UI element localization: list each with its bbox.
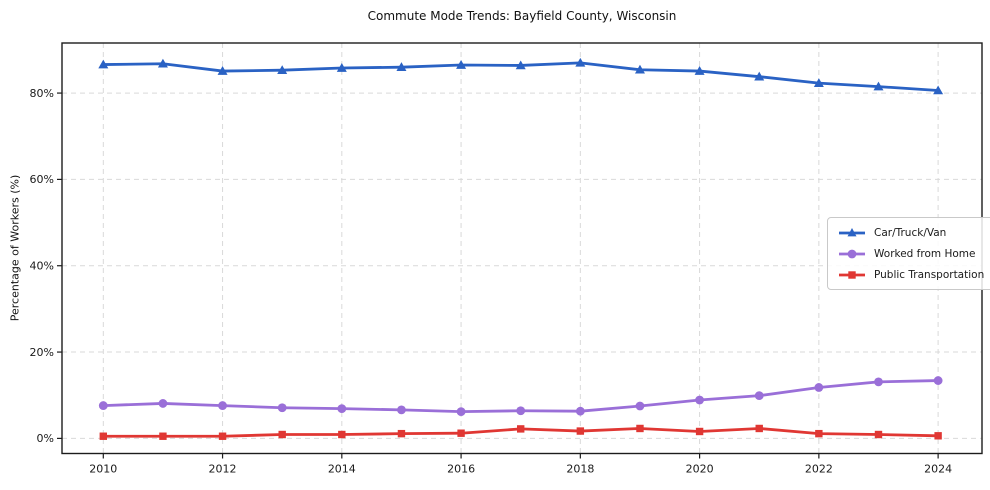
- data-point-square: [755, 424, 763, 433]
- y-tick-label: 60%: [30, 173, 54, 186]
- legend: Car/Truck/Van Worked from Home Public Tr…: [827, 217, 990, 290]
- data-point-square: [457, 429, 465, 437]
- data-point-square: [278, 430, 286, 439]
- data-point-square: [218, 432, 227, 440]
- y-tick-label: 0%: [37, 432, 54, 445]
- data-point-square: [815, 429, 823, 438]
- data-point-square: [576, 427, 585, 435]
- chart-title: Commute Mode Trends: Bayfield County, Wi…: [367, 9, 677, 23]
- x-tick-label: 2024: [924, 463, 952, 476]
- data-point-square: [934, 432, 942, 440]
- legend-label: Worked from Home: [874, 247, 976, 260]
- x-tick-label: 2018: [566, 463, 594, 476]
- legend-item-public-transportation: Public Transportation: [838, 268, 984, 281]
- legend-label: Car/Truck/Van: [874, 226, 947, 239]
- data-point-square: [636, 424, 644, 433]
- legend-item-worked-from-home: Worked from Home: [838, 247, 984, 260]
- data-point-circle: [575, 406, 585, 416]
- data-point-triangle: [336, 63, 347, 72]
- data-point-square: [695, 427, 704, 436]
- data-point-circle: [397, 405, 406, 415]
- car-truck-van-marker-icon: [839, 227, 865, 236]
- data-point-circle: [277, 403, 287, 413]
- y-tick-label: 40%: [30, 260, 54, 273]
- data-point-triangle: [98, 59, 109, 69]
- data-point-square: [159, 432, 167, 440]
- data-point-triangle: [634, 64, 645, 74]
- y-tick-label: 80%: [30, 87, 54, 100]
- data-point-circle: [754, 391, 764, 401]
- data-point-circle: [98, 401, 108, 410]
- data-point-triangle: [396, 62, 407, 71]
- data-point-triangle: [694, 66, 705, 75]
- data-point-circle: [337, 404, 347, 414]
- data-point-square: [517, 425, 525, 433]
- data-point-triangle: [575, 57, 586, 67]
- data-point-triangle: [873, 81, 884, 91]
- worked-from-home-marker-icon: [839, 249, 865, 258]
- data-point-square: [874, 430, 883, 439]
- y-tick-label: 20%: [30, 346, 54, 359]
- data-point-circle: [456, 407, 466, 417]
- data-point-circle: [933, 376, 943, 385]
- data-point-triangle: [933, 85, 944, 95]
- data-point-circle: [516, 406, 526, 416]
- x-tick-label: 2010: [89, 463, 117, 476]
- data-point-triangle: [217, 66, 228, 75]
- data-point-triangle: [456, 60, 467, 69]
- x-tick-label: 2016: [447, 463, 475, 476]
- data-point-triangle: [754, 71, 765, 81]
- data-point-circle: [635, 401, 645, 411]
- data-point-circle: [874, 377, 883, 387]
- x-tick-label: 2020: [686, 463, 714, 476]
- public-transportation-marker-icon: [839, 270, 865, 279]
- x-tick-label: 2012: [209, 463, 237, 476]
- data-point-circle: [158, 399, 168, 408]
- data-point-triangle: [813, 78, 824, 87]
- data-point-square: [397, 429, 406, 438]
- legend-label: Public Transportation: [874, 268, 985, 281]
- data-point-square: [99, 432, 107, 440]
- data-point-circle: [218, 401, 227, 410]
- data-point-circle: [814, 383, 824, 392]
- data-point-circle: [695, 395, 704, 405]
- data-point-triangle: [157, 58, 168, 68]
- data-point-triangle: [515, 60, 526, 70]
- x-tick-label: 2014: [328, 463, 356, 476]
- data-point-triangle: [277, 65, 288, 74]
- data-point-square: [338, 430, 346, 439]
- x-tick-label: 2022: [805, 463, 833, 476]
- legend-item-car-truck-van: Car/Truck/Van: [838, 226, 984, 239]
